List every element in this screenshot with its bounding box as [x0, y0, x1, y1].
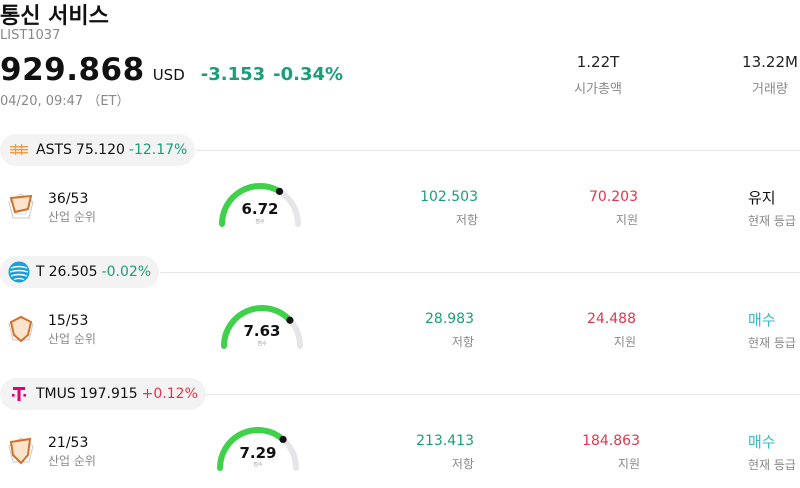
- stock-ticker: ASTS: [36, 142, 72, 158]
- gauge-fill: [221, 305, 293, 349]
- resistance-label: 저항: [451, 335, 474, 349]
- resistance-value: 28.983: [425, 311, 474, 327]
- stock-chip-tmus[interactable]: TMUS 197.915 +0.12%: [0, 378, 206, 410]
- current-rating: 유지 현재 등급: [748, 187, 796, 229]
- section-divider: [196, 150, 800, 151]
- industry-rank-label: 산업 순위: [48, 210, 96, 224]
- support-level: 184.863 지원: [582, 433, 640, 472]
- volume-stat: 13.22M 거래량: [732, 53, 800, 97]
- att-globe-logo-icon: [8, 261, 30, 283]
- support-value: 70.203: [589, 189, 638, 205]
- gauge-fill: [219, 183, 283, 227]
- score-gauge: 6.72 점수: [215, 178, 305, 228]
- support-label: 지원: [617, 457, 640, 471]
- rating-label: 현재 등급: [748, 458, 796, 472]
- rating-label: 현재 등급: [748, 336, 796, 350]
- price-change-percent: -0.34%: [273, 64, 344, 85]
- industry-rank-radar-icon: [8, 315, 34, 343]
- industry-rank-value: 36/53: [48, 191, 89, 207]
- asts-logo-icon: [8, 139, 30, 161]
- stock-chip-asts[interactable]: ASTS 75.120 -12.17%: [0, 134, 196, 166]
- section-divider: [206, 394, 800, 395]
- rating-value: 매수: [748, 311, 776, 329]
- gauge-marker: [286, 316, 294, 324]
- industry-rank-radar-icon: [8, 193, 34, 219]
- industry-rank-label: 산업 순위: [48, 332, 96, 346]
- score-value: 6.72: [241, 200, 279, 218]
- industry-rank-value: 21/53: [48, 435, 89, 451]
- industry-rank-label: 산업 순위: [48, 454, 96, 468]
- resistance-label: 저항: [451, 457, 474, 471]
- price-change: -3.153: [200, 64, 266, 85]
- support-label: 지원: [615, 213, 638, 227]
- rating-value: 유지: [748, 189, 776, 207]
- stock-price: 26.505: [48, 264, 98, 280]
- support-level: 24.488 지원: [587, 311, 636, 350]
- stock-price: 75.120: [75, 142, 125, 158]
- stock-chip-t[interactable]: T 26.505 -0.02%: [0, 256, 160, 288]
- resistance-value: 213.413: [416, 433, 474, 449]
- page-title: 통신 서비스: [0, 4, 109, 29]
- support-value: 24.488: [587, 311, 636, 327]
- current-rating: 매수 현재 등급: [748, 309, 796, 351]
- current-rating: 매수 현재 등급: [748, 431, 796, 473]
- price-row: 929.868 USD -3.153 -0.34%: [0, 52, 343, 88]
- resistance-label: 저항: [455, 213, 478, 227]
- support-value: 184.863: [582, 433, 640, 449]
- support-label: 지원: [613, 335, 636, 349]
- market-cap-stat: 1.22T 시가총액: [556, 53, 640, 97]
- resistance-value: 102.503: [420, 189, 478, 205]
- score-label: 점수: [255, 219, 265, 225]
- stock-change-percent: -0.02%: [101, 264, 152, 280]
- resistance-level: 102.503 저항: [420, 189, 478, 228]
- rating-label: 현재 등급: [748, 214, 796, 228]
- stock-ticker: TMUS: [36, 386, 76, 402]
- market-cap-label: 시가총액: [574, 82, 622, 97]
- score-value: 7.63: [243, 322, 281, 340]
- score-gauge: 7.29 점수: [213, 422, 303, 472]
- resistance-level: 213.413 저항: [416, 433, 474, 472]
- industry-rank-value: 15/53: [48, 313, 89, 329]
- score-gauge: 7.63 점수: [217, 300, 307, 350]
- section-divider: [160, 272, 800, 273]
- currency: USD: [152, 66, 185, 84]
- volume-label: 거래량: [752, 82, 788, 97]
- market-cap-value: 1.22T: [576, 53, 620, 71]
- rating-value: 매수: [748, 433, 776, 451]
- gauge-fill: [217, 427, 287, 471]
- gauge-marker: [275, 187, 284, 196]
- score-label: 점수: [253, 462, 263, 468]
- industry-rank-radar-icon: [8, 437, 34, 465]
- index-code: LIST1037: [0, 28, 61, 43]
- stock-change-percent: -12.17%: [128, 142, 188, 158]
- stock-change-percent: +0.12%: [141, 386, 198, 402]
- index-price: 929.868: [0, 52, 145, 88]
- score-label: 점수: [257, 341, 267, 347]
- quote-time: 04/20, 09:47 （ET）: [0, 94, 130, 109]
- resistance-level: 28.983 저항: [425, 311, 474, 350]
- gauge-marker: [279, 435, 287, 444]
- volume-value: 13.22M: [742, 53, 798, 71]
- support-level: 70.203 지원: [589, 189, 638, 228]
- tmobile-logo-icon: [8, 383, 30, 405]
- stock-price: 197.915: [79, 386, 138, 402]
- stock-ticker: T: [36, 264, 45, 280]
- score-value: 7.29: [239, 444, 277, 462]
